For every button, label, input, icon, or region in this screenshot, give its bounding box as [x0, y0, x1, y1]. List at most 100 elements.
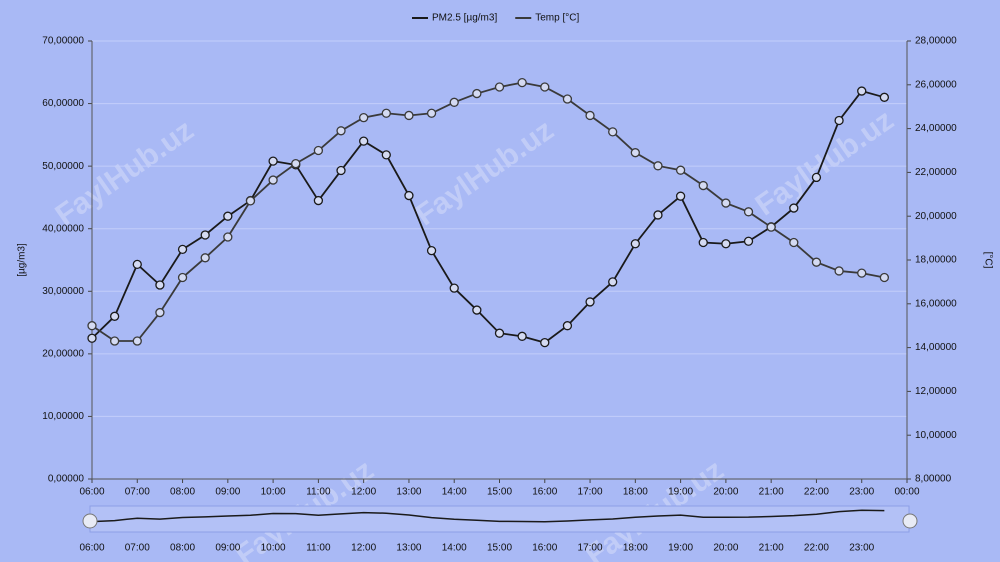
data-point [426, 245, 437, 256]
data-point [359, 113, 369, 123]
x-tick-label: 00:00 [894, 487, 919, 498]
data-point [177, 244, 188, 255]
data-point [789, 203, 799, 213]
x-tick-label: 08:00 [170, 487, 195, 498]
x-tick-label: 10:00 [261, 487, 286, 498]
navigator [89, 505, 910, 533]
x-tick-label: 21:00 [759, 487, 784, 498]
y2-tick-label: 10,00000 [915, 430, 957, 441]
navigator-tick-label: 19:00 [668, 543, 693, 554]
data-point [540, 82, 550, 92]
y2-tick-label: 12,00000 [915, 386, 957, 397]
data-point [109, 311, 120, 321]
data-point [811, 257, 822, 267]
y-tick-label: 10,00000 [42, 411, 84, 422]
y2-tick-label: 28,00000 [915, 36, 957, 47]
data-point [245, 196, 256, 206]
data-point [562, 321, 573, 331]
data-point [517, 77, 527, 88]
data-point [608, 277, 618, 287]
navigator-tick-label: 18:00 [623, 543, 648, 554]
legend-label: Temp [°C] [535, 13, 579, 24]
data-point [721, 239, 731, 249]
data-point [630, 239, 640, 249]
y2-tick-label: 14,00000 [915, 342, 957, 353]
x-tick-label: 19:00 [668, 487, 693, 498]
y-tick-label: 0,00000 [48, 474, 85, 485]
y-tick-label: 30,00000 [42, 286, 84, 297]
x-tick-label: 11:00 [306, 487, 331, 498]
data-point [132, 336, 142, 346]
data-point [155, 280, 165, 290]
x-tick-label: 15:00 [487, 487, 512, 498]
data-point [404, 190, 414, 201]
navigator-tick-label: 12:00 [351, 543, 376, 554]
data-point [155, 307, 165, 318]
navigator-tick-label: 16:00 [532, 543, 557, 554]
y2-tick-label: 16,00000 [915, 298, 957, 309]
data-point [743, 207, 754, 217]
y-axis-label: [µg/m3] [17, 243, 28, 277]
y-tick-label: 60,00000 [42, 98, 84, 109]
x-tick-label: 09:00 [215, 487, 240, 498]
data-point [223, 232, 233, 242]
navigator-tick-label: 21:00 [759, 543, 784, 554]
y-tick-label: 20,00000 [42, 348, 84, 359]
watermark: FaylHub.uz [410, 113, 560, 232]
y-tick-label: 70,00000 [42, 36, 84, 47]
data-point [426, 108, 437, 118]
navigator-tick-label: 13:00 [396, 543, 421, 554]
data-point [359, 136, 369, 146]
data-point [585, 110, 595, 121]
data-point [381, 150, 391, 160]
data-point [336, 126, 346, 136]
x-tick-label: 12:00 [351, 487, 376, 498]
data-point [87, 333, 97, 343]
y2-tick-label: 26,00000 [915, 79, 957, 90]
data-point [177, 272, 188, 283]
data-point [811, 172, 822, 183]
data-point [540, 337, 550, 348]
data-point [472, 88, 482, 99]
data-point [517, 331, 527, 341]
data-point [879, 92, 890, 102]
data-point [404, 110, 414, 121]
data-point [268, 175, 278, 185]
navigator-handle [902, 513, 918, 529]
data-point [789, 237, 799, 248]
data-point [743, 236, 754, 246]
navigator-handle [82, 513, 98, 529]
y2-tick-label: 20,00000 [915, 211, 957, 222]
data-point [698, 180, 708, 191]
watermark: FaylHub.uz [50, 113, 200, 232]
data-point [653, 210, 663, 220]
y2-axis-label: [°C] [982, 252, 993, 269]
data-point [200, 253, 210, 263]
data-point [268, 156, 278, 166]
data-point [834, 266, 844, 276]
data-point [585, 297, 595, 307]
legend-label: PM2.5 [µg/m3] [432, 13, 497, 24]
x-tick-label: 20:00 [713, 487, 738, 498]
data-point [675, 191, 686, 201]
data-point [879, 272, 890, 283]
y2-tick-label: 18,00000 [915, 255, 957, 266]
y-tick-label: 40,00000 [42, 223, 84, 234]
data-point [291, 158, 301, 169]
navigator-tick-label: 15:00 [487, 543, 512, 554]
x-tick-label: 17:00 [578, 487, 603, 498]
x-tick-label: 14:00 [442, 487, 467, 498]
navigator-tick-label: 09:00 [215, 543, 240, 554]
x-tick-label: 07:00 [125, 487, 150, 498]
navigator-tick-label: 17:00 [578, 543, 603, 554]
data-point [109, 336, 120, 346]
data-point [766, 222, 776, 232]
navigator-tick-label: 20:00 [713, 543, 738, 554]
navigator-tick-label: 11:00 [306, 543, 331, 554]
data-point [675, 165, 686, 175]
x-tick-label: 13:00 [396, 487, 421, 498]
navigator-tick-label: 08:00 [170, 543, 195, 554]
navigator-tick-label: 06:00 [79, 543, 104, 554]
navigator-tick-label: 22:00 [804, 543, 829, 554]
